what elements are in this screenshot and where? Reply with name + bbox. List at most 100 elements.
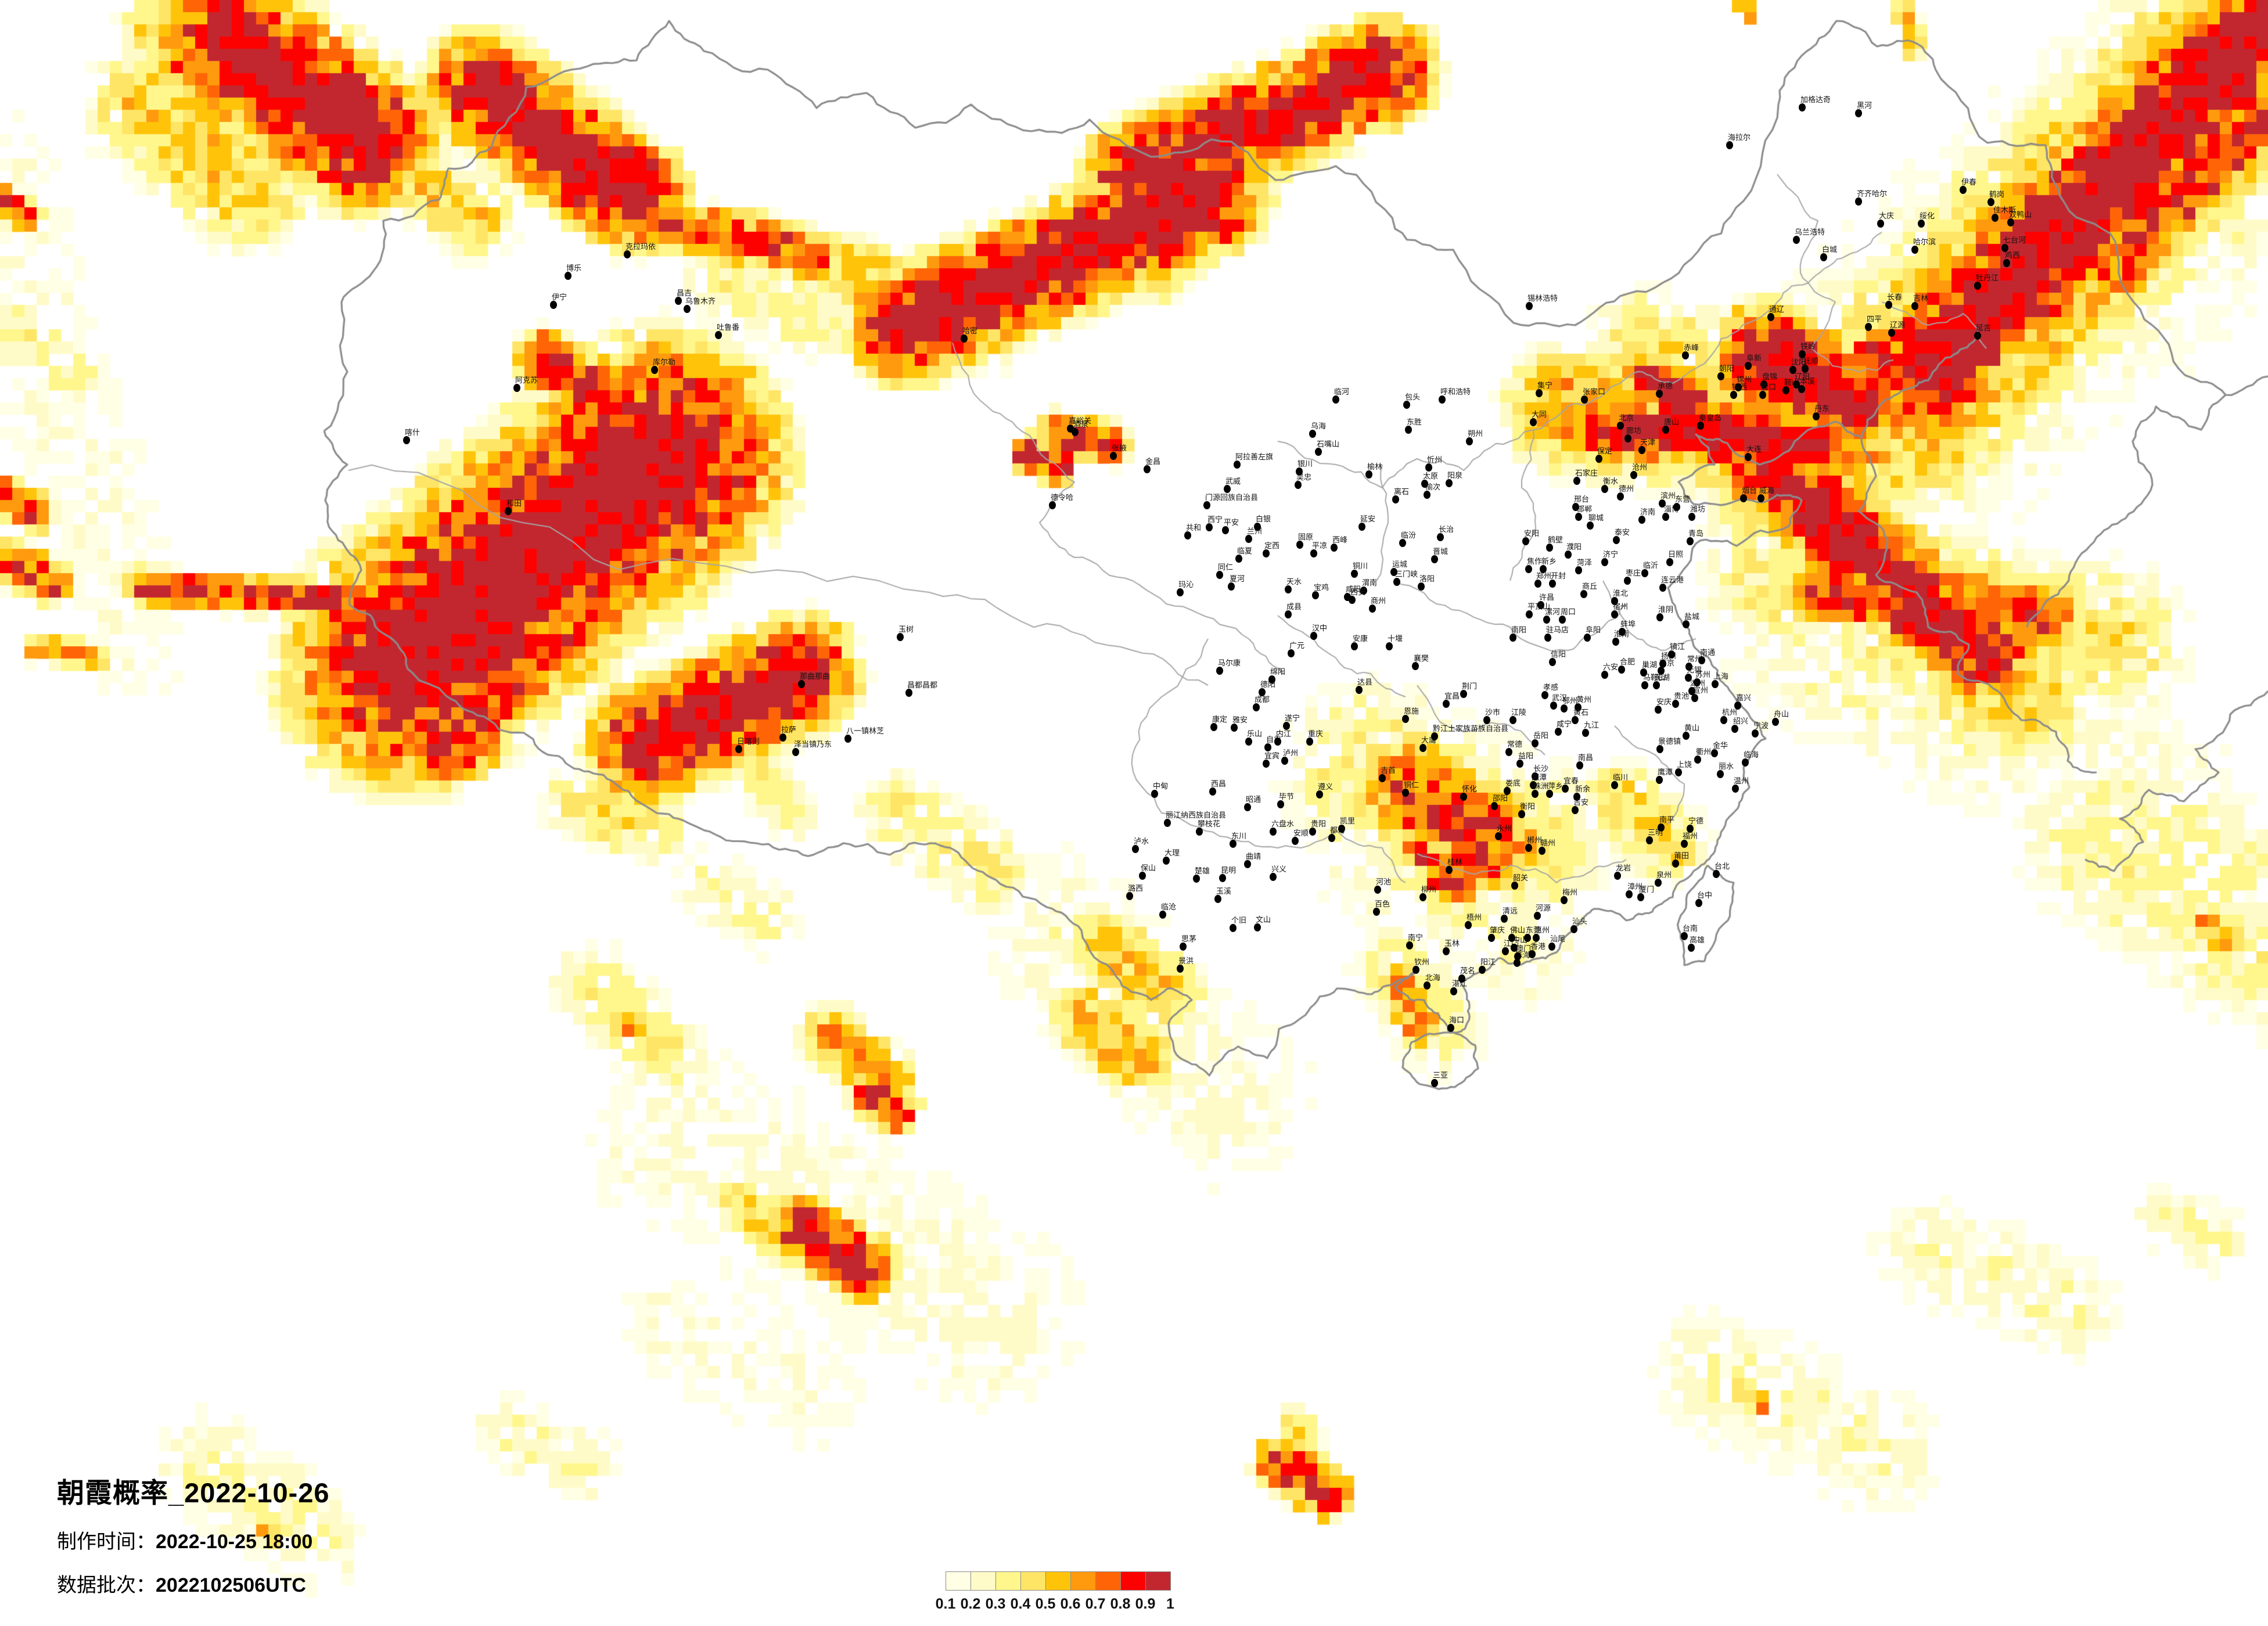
legend-swatch xyxy=(946,1571,971,1591)
city-label: 平顶山 xyxy=(1527,602,1551,611)
city-marker xyxy=(1960,186,1967,194)
city-marker xyxy=(1685,674,1692,682)
city-marker xyxy=(1865,323,1872,331)
city-marker xyxy=(1180,942,1187,951)
city-marker xyxy=(1855,197,1862,206)
city-marker xyxy=(1244,860,1251,868)
city-marker xyxy=(1177,965,1184,973)
legend-swatch xyxy=(1120,1571,1146,1591)
city-label: 贵池 xyxy=(1674,692,1690,700)
city-label: 濮阳 xyxy=(1566,542,1582,551)
city-label: 丽水 xyxy=(1719,762,1734,771)
legend-swatch xyxy=(1070,1571,1096,1591)
city-marker xyxy=(1446,479,1453,487)
city-label: 吉林 xyxy=(1913,294,1929,303)
city-label: 茂名 xyxy=(1460,966,1476,975)
city-marker xyxy=(1745,362,1752,370)
city-marker xyxy=(1358,523,1365,531)
city-marker xyxy=(798,680,805,688)
city-label: 攀枝花 xyxy=(1198,819,1221,828)
city-label: 黄山 xyxy=(1684,724,1700,732)
city-label: 唐山 xyxy=(1664,418,1680,426)
city-marker xyxy=(1617,492,1624,501)
city-marker xyxy=(1525,844,1532,852)
city-marker xyxy=(1349,596,1356,604)
city-label: 都匀 xyxy=(1330,826,1346,834)
city-label: 黄州 xyxy=(1576,695,1592,704)
city-label: 三亚 xyxy=(1433,1071,1448,1080)
city-label: 大理 xyxy=(1164,848,1180,857)
city-marker xyxy=(1559,616,1566,624)
city-label: 延安 xyxy=(1360,515,1376,523)
city-marker xyxy=(1541,691,1548,699)
city-label: 聊城 xyxy=(1588,513,1604,522)
city-marker xyxy=(1511,944,1518,952)
city-marker xyxy=(1562,785,1569,793)
city-label: 哈尔滨 xyxy=(1913,238,1936,246)
legend-tick-label: 1 xyxy=(1166,1596,1174,1612)
city-label: 信阳 xyxy=(1551,650,1566,659)
city-marker xyxy=(651,366,658,374)
production-time-line: 制作时间：2022-10-25 18:00 xyxy=(57,1526,330,1554)
city-label: 阿克苏 xyxy=(515,376,538,384)
city-marker xyxy=(1274,738,1281,746)
city-marker xyxy=(1402,789,1409,797)
city-marker xyxy=(1283,722,1290,730)
city-marker xyxy=(1126,892,1133,900)
city-marker xyxy=(1328,834,1335,842)
city-label: 中山 xyxy=(1512,936,1528,944)
city-label: 吴忠 xyxy=(1296,473,1312,481)
city-marker xyxy=(1757,494,1764,502)
city-label: 临川 xyxy=(1613,773,1629,782)
city-marker xyxy=(1460,690,1467,698)
city-marker xyxy=(1720,716,1727,724)
city-marker xyxy=(1132,845,1139,853)
city-label: 贵阳 xyxy=(1311,819,1327,828)
city-label: 武汉 xyxy=(1552,693,1568,702)
city-label: 上海 xyxy=(1713,672,1729,681)
city-label: 临汾 xyxy=(1401,531,1417,539)
city-marker xyxy=(1164,819,1171,827)
city-label: 沈阳 xyxy=(1791,358,1807,366)
city-marker xyxy=(1662,426,1669,434)
city-label: 平安 xyxy=(1224,518,1239,527)
city-label: 吉安 xyxy=(1573,798,1589,807)
city-marker xyxy=(1630,471,1637,479)
city-marker xyxy=(1374,886,1381,894)
city-marker xyxy=(1443,947,1450,955)
city-marker xyxy=(1418,582,1425,591)
city-label: 衡阳 xyxy=(1520,802,1536,811)
city-marker xyxy=(1281,757,1288,765)
city-marker xyxy=(1601,671,1608,679)
city-marker xyxy=(1222,526,1229,534)
city-marker xyxy=(1799,103,1806,111)
city-label: 临海 xyxy=(1744,750,1759,759)
city-marker xyxy=(1537,601,1544,609)
city-label: 菏泽 xyxy=(1577,558,1593,567)
city-label: 宁波 xyxy=(1753,721,1769,730)
city-marker xyxy=(1656,613,1663,621)
city-marker xyxy=(1673,503,1680,511)
city-label: 佳木斯 xyxy=(1993,206,2017,214)
city-marker xyxy=(1697,422,1704,430)
legend-swatch xyxy=(1020,1571,1046,1591)
city-marker xyxy=(550,301,557,309)
city-marker xyxy=(1918,220,1925,228)
city-label: 海口 xyxy=(1449,1016,1465,1024)
city-label: 那曲那曲 xyxy=(800,672,831,681)
data-batch-label: 数据批次： xyxy=(57,1574,156,1596)
city-marker xyxy=(1501,915,1508,923)
city-label: 天水 xyxy=(1286,577,1302,586)
city-label: 忻州 xyxy=(1427,455,1443,464)
city-label: 宜春 xyxy=(1563,776,1579,785)
city-marker xyxy=(403,436,410,444)
city-marker xyxy=(675,297,682,305)
city-label: 烟台 xyxy=(1742,486,1757,495)
city-label: 台南 xyxy=(1683,924,1698,933)
city-label: 汕尾 xyxy=(1550,934,1566,943)
city-marker xyxy=(1618,665,1625,674)
city-label: 湘潭 xyxy=(1532,773,1547,782)
city-label: 康定 xyxy=(1212,715,1228,724)
city-label: 平凉 xyxy=(1312,541,1328,550)
legend-tick-label: 0.2 xyxy=(960,1596,981,1612)
